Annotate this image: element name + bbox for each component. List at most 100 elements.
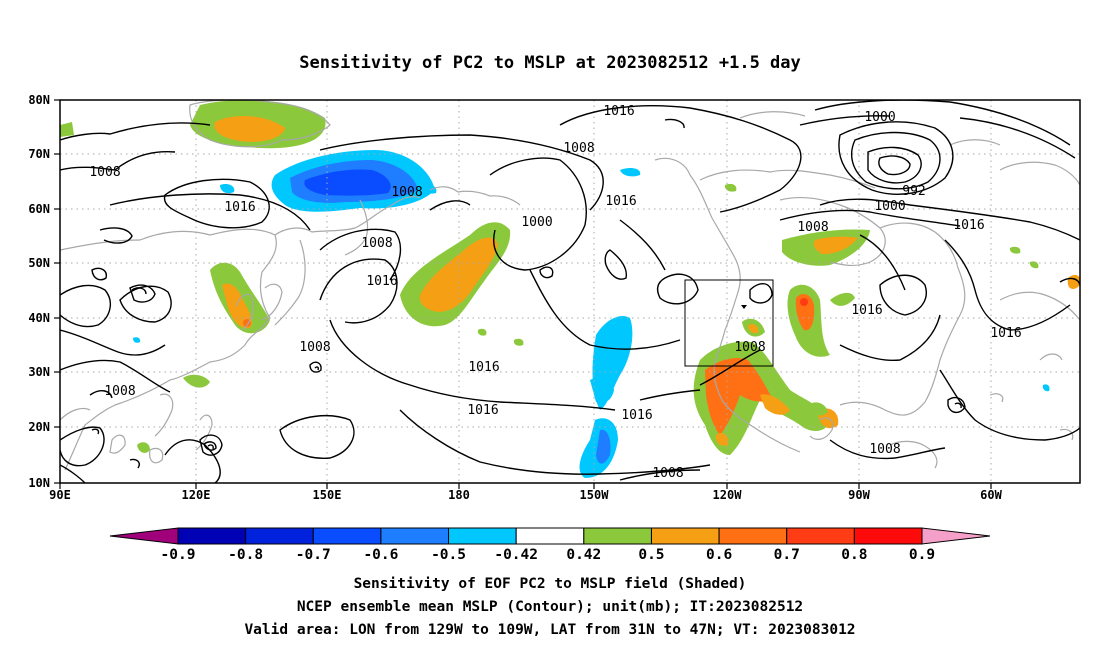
contour-label: 1008 <box>797 220 828 235</box>
contour-label: 1016 <box>621 408 652 423</box>
graticule <box>60 100 1080 483</box>
contour-label: 1016 <box>851 303 882 318</box>
lon-label: 180 <box>448 488 470 502</box>
colorbar-label: 0.9 <box>909 547 935 563</box>
contour-label: 1000 <box>521 215 552 230</box>
colorbar-label: -0.5 <box>431 547 466 563</box>
shade-centralus-dot <box>800 298 808 306</box>
colorbar-label: -0.42 <box>494 547 538 563</box>
contour-label: 1016 <box>990 326 1021 341</box>
lat-label: 10N <box>28 476 50 490</box>
colorbar-swatch <box>786 527 855 545</box>
colorbar-swatch <box>515 527 585 545</box>
colorbar-swatch <box>650 527 720 545</box>
colorbar-label: 0.7 <box>774 547 800 563</box>
colorbar-swatch <box>583 527 652 545</box>
shade-blob-cyan1 <box>220 183 235 194</box>
valid-area-box <box>684 279 774 367</box>
colorbar-label: -0.8 <box>228 547 263 563</box>
shade-lakes <box>830 292 855 306</box>
contour-label: 1016 <box>603 104 634 119</box>
shade-baja-top-c <box>748 324 759 334</box>
lat-label: 20N <box>28 420 50 434</box>
lat-label: 60N <box>28 202 50 216</box>
shade-greenland-core <box>214 116 285 142</box>
shade-blob-green-ne2 <box>1029 261 1039 269</box>
shade-blob-green-ak <box>724 183 737 192</box>
shade-korea-dot <box>243 319 251 327</box>
shade-baja-gulf <box>760 394 790 415</box>
contour-label: 1008 <box>734 340 765 355</box>
colorbar-label: -0.7 <box>296 547 331 563</box>
shade-blob-green-pac2 <box>477 328 487 336</box>
shade-baja-hi <box>715 433 729 446</box>
contour-label: 1008 <box>652 466 683 481</box>
lon-label: 120W <box>713 488 743 502</box>
lat-label: 80N <box>28 93 50 107</box>
contour-label: 1008 <box>89 165 120 180</box>
lat-label: 50N <box>28 256 50 270</box>
shade-gulf-small-g <box>808 402 828 416</box>
shade-siberia-neg-core <box>304 169 391 196</box>
colorbar-swatch <box>245 527 314 545</box>
shade-blob-cyan4 <box>133 337 141 343</box>
figure-title: Sensitivity of PC2 to MSLP at 2023082512… <box>299 53 801 73</box>
colorbar-label: 0.6 <box>706 547 732 563</box>
mslp-contours <box>60 100 1080 483</box>
contour-label: 992 <box>902 184 925 199</box>
colorbar-label: -0.6 <box>363 547 398 563</box>
lon-label: 120E <box>182 488 211 502</box>
lon-label: 90W <box>848 488 870 502</box>
contour-label: 1016 <box>224 200 255 215</box>
lat-label: 30N <box>28 365 50 379</box>
colorbar-label: 0.5 <box>638 547 664 563</box>
lon-label: 150E <box>313 488 342 502</box>
shaded-regions <box>60 100 1080 478</box>
lon-label: 150W <box>580 488 610 502</box>
shade-canada-core <box>813 236 858 255</box>
lat-labels: 80N 70N 60N 50N 40N 30N 20N 10N <box>28 93 50 490</box>
colorbar-min-triangle <box>109 527 179 545</box>
colorbar-label: 0.42 <box>566 547 601 563</box>
contour-label: 1008 <box>104 384 135 399</box>
contour-label: 1008 <box>361 236 392 251</box>
colorbar-label: 0.8 <box>841 547 867 563</box>
shade-pacific-north-core <box>419 237 498 312</box>
colorbar-swatch <box>177 527 247 545</box>
colorbar-label: -0.9 <box>161 547 196 563</box>
colorbar-swatch <box>718 527 788 545</box>
contour-label: 1000 <box>874 199 905 214</box>
lon-label: 90E <box>49 488 71 502</box>
caption-line-3: Valid area: LON from 129W to 109W, LAT f… <box>244 622 855 638</box>
colorbar-swatch <box>853 527 923 545</box>
colorbar-swatches <box>109 527 991 545</box>
shade-korea-core <box>222 283 253 329</box>
lon-labels: 90E 120E 150E 180 150W 120W 90W 60W <box>49 488 1002 502</box>
colorbar-max-triangle <box>921 527 991 545</box>
contour-label: 1016 <box>467 403 498 418</box>
contour-label: 1016 <box>953 218 984 233</box>
shade-topleft <box>60 122 74 137</box>
contour-label: 1016 <box>366 274 397 289</box>
contour-labels: 1016 1008 1000 992 1000 1016 1008 1016 1… <box>89 104 1021 481</box>
caption-line-2: NCEP ensemble mean MSLP (Contour); unit(… <box>297 599 803 615</box>
shade-eastpac-neg-2 <box>590 377 614 403</box>
shade-phil <box>137 442 150 453</box>
contour-label: 1000 <box>864 110 895 125</box>
map-panel: 1016 1008 1000 992 1000 1016 1008 1016 1… <box>28 93 1081 502</box>
lat-label: 70N <box>28 147 50 161</box>
shade-blob-green-ne <box>1009 246 1021 254</box>
shade-blob-cyan5 <box>1042 384 1050 392</box>
contour-label: 1008 <box>299 340 330 355</box>
contour-label: 1016 <box>468 360 499 375</box>
colorbar-swatch <box>312 527 382 545</box>
lat-label: 40N <box>28 311 50 325</box>
map-frame <box>59 99 1081 484</box>
lon-label: 60W <box>980 488 1002 502</box>
contour-label: 1008 <box>391 185 422 200</box>
contour-label: 1008 <box>869 442 900 457</box>
shade-blob-cyan2 <box>620 167 641 177</box>
shade-blob-green-pac <box>513 338 524 346</box>
colorbar-swatch <box>380 527 450 545</box>
